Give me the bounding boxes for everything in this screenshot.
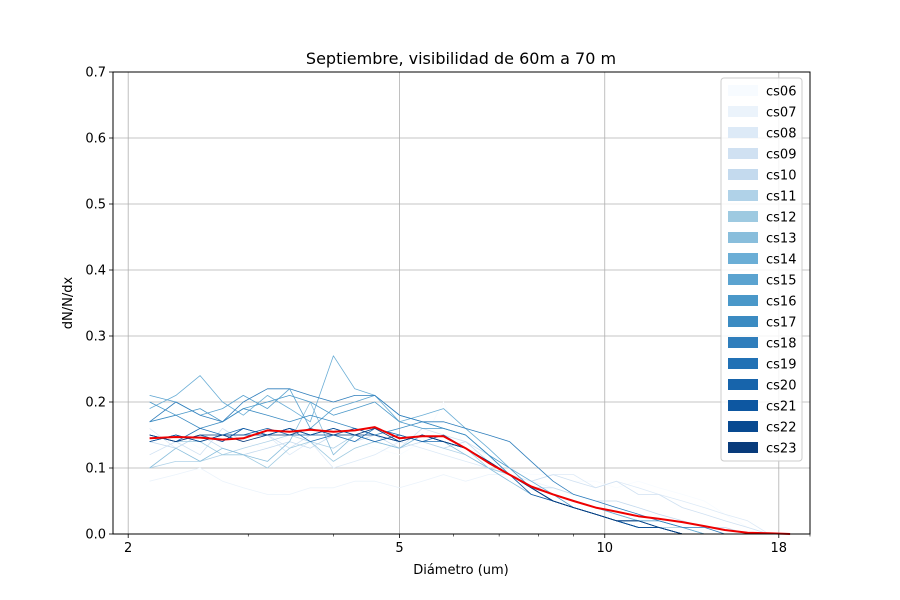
y-tick-label: 0.5 bbox=[85, 198, 106, 213]
legend-swatch bbox=[728, 295, 758, 306]
legend-swatch bbox=[728, 232, 758, 243]
y-tick-label: 0.4 bbox=[85, 264, 106, 279]
mean-line bbox=[149, 426, 791, 535]
legend-swatch bbox=[728, 190, 758, 201]
legend-swatch bbox=[728, 442, 758, 453]
axis-ticks: 0.0 0.1 0.2 0.3 0.4 0.5 0.6 0.7 2 5 10 18 bbox=[85, 66, 811, 556]
legend-label: cs19 bbox=[766, 358, 796, 373]
legend-swatch bbox=[728, 337, 758, 348]
legend-swatch bbox=[728, 274, 758, 285]
series-line-cs18 bbox=[149, 388, 791, 535]
x-tick-label: 18 bbox=[771, 541, 788, 556]
legend-label: cs06 bbox=[766, 85, 796, 100]
legend-swatch bbox=[728, 169, 758, 180]
legend: cs06 cs07 cs08 cs09 cs10 cs11 cs12 cs13 cs14 cs15… bbox=[720, 77, 803, 462]
legend-label: cs23 bbox=[766, 442, 796, 457]
plot-frame bbox=[112, 71, 811, 535]
legend-label: cs21 bbox=[766, 400, 796, 415]
y-tick-label: 0.0 bbox=[85, 528, 106, 543]
legend-swatch bbox=[728, 379, 758, 390]
legend-label: cs22 bbox=[766, 421, 796, 436]
y-tick-label: 0.1 bbox=[85, 462, 106, 477]
legend-swatch bbox=[728, 211, 758, 222]
legend-label: cs07 bbox=[766, 106, 796, 121]
legend-label: cs15 bbox=[766, 274, 796, 289]
x-tick-label: 10 bbox=[596, 541, 613, 556]
legend-swatch bbox=[728, 148, 758, 159]
legend-label: cs13 bbox=[766, 232, 796, 247]
y-axis-label: dN/N/dx bbox=[61, 276, 76, 329]
series-line-cs14 bbox=[149, 355, 791, 535]
legend-swatch bbox=[728, 358, 758, 369]
legend-label: cs10 bbox=[766, 169, 796, 184]
chart-title: Septiembre, visibilidad de 60m a 70 m bbox=[306, 49, 616, 68]
y-tick-label: 0.3 bbox=[85, 330, 106, 345]
legend-label: cs18 bbox=[766, 337, 796, 352]
legend-label: cs20 bbox=[766, 379, 796, 394]
mean-line-group bbox=[149, 426, 791, 535]
legend-swatch bbox=[728, 316, 758, 327]
legend-swatch bbox=[728, 85, 758, 96]
legend-label: cs16 bbox=[766, 295, 796, 310]
y-tick-label: 0.7 bbox=[85, 66, 106, 81]
legend-label: cs09 bbox=[766, 148, 796, 163]
legend-label: cs14 bbox=[766, 253, 796, 268]
y-tick-label: 0.2 bbox=[85, 396, 106, 411]
x-axis-label: Diámetro (um) bbox=[413, 563, 509, 578]
legend-label: cs08 bbox=[766, 127, 796, 142]
legend-label: cs17 bbox=[766, 316, 796, 331]
legend-swatch bbox=[728, 106, 758, 117]
y-tick-label: 0.6 bbox=[85, 132, 106, 147]
legend-swatch bbox=[728, 253, 758, 264]
x-tick-label: 5 bbox=[395, 541, 403, 556]
x-tick-label: 2 bbox=[124, 541, 132, 556]
legend-swatch bbox=[728, 127, 758, 138]
legend-swatch bbox=[728, 400, 758, 411]
legend-label: cs11 bbox=[766, 190, 796, 205]
legend-swatch bbox=[728, 421, 758, 432]
legend-label: cs12 bbox=[766, 211, 796, 226]
